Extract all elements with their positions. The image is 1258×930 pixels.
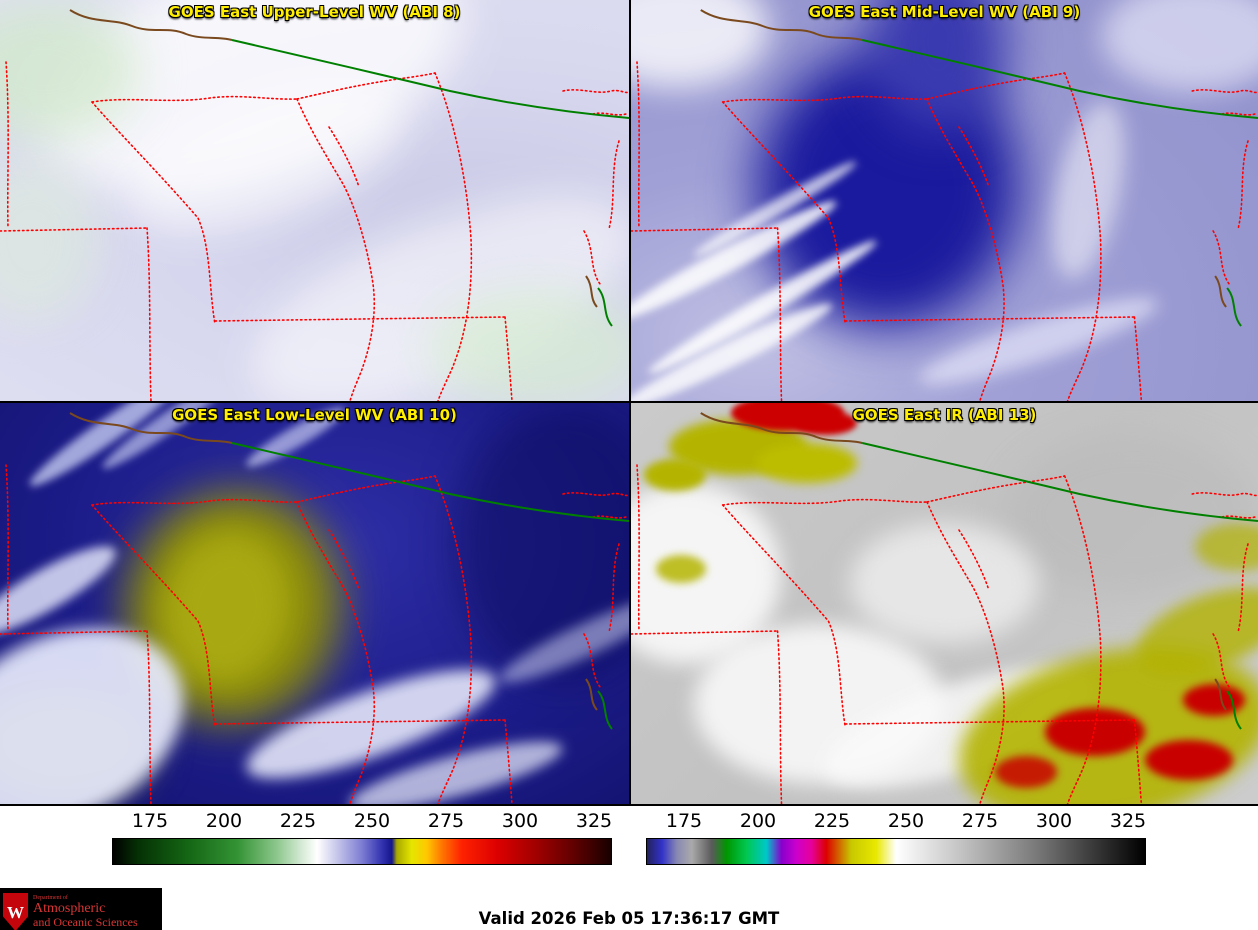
coldest-cloud-blob <box>1145 739 1233 780</box>
crest-letter: W <box>7 902 24 922</box>
tick-label: 250 <box>887 810 925 832</box>
map-boundaries-overlay <box>631 412 1258 804</box>
cold-cloud-blob <box>756 443 857 484</box>
tick-label: 175 <box>131 810 169 832</box>
tick-label: 250 <box>353 810 391 832</box>
cold-cloud-blob <box>656 555 707 584</box>
tick-label: 325 <box>1109 810 1147 832</box>
panel-title: GOES East IR (ABI 13) <box>852 406 1037 424</box>
tick-label: 275 <box>427 810 465 832</box>
tick-label: 325 <box>575 810 613 832</box>
colorbar-ir-gradient <box>646 838 1146 865</box>
cloud-blob <box>850 523 1039 644</box>
logo-line-2: and Oceanic Sciences <box>33 915 138 930</box>
valid-time: Valid 2026 Feb 05 17:36:17 GMT <box>478 909 780 928</box>
panel-goes-upper-level-wv: GOES East Upper-Level WV (ABI 8) <box>0 0 629 401</box>
panel-goes-ir: GOES East IR (ABI 13) <box>629 401 1258 806</box>
coldest-cloud-blob <box>994 755 1058 788</box>
logo-dept-line: Department of <box>33 895 68 902</box>
colorbar-wv-gradient <box>112 838 612 865</box>
tick-label: 275 <box>961 810 999 832</box>
tick-label: 175 <box>665 810 703 832</box>
footer: W Department of Atmospheric and Oceanic … <box>0 882 1258 930</box>
tick-label: 200 <box>205 810 243 832</box>
map-boundaries-overlay <box>0 412 629 804</box>
colorbar-row: 175 200 225 250 275 300 325 175 200 225 … <box>0 806 1258 882</box>
colorbar-ir-ticks: 175 200 225 250 275 300 325 <box>646 808 1146 838</box>
map-boundaries-overlay <box>0 9 629 401</box>
tick-label: 200 <box>739 810 777 832</box>
uw-aos-logo: W Department of Atmospheric and Oceanic … <box>0 888 162 930</box>
panel-title: GOES East Low-Level WV (ABI 10) <box>172 406 457 424</box>
map-boundaries-overlay <box>631 9 1258 401</box>
tick-label: 225 <box>813 810 851 832</box>
colorbar-ir: 175 200 225 250 275 300 325 <box>646 808 1146 865</box>
colorbar-wv: 175 200 225 250 275 300 325 <box>112 808 612 865</box>
panel-goes-low-level-wv: GOES East Low-Level WV (ABI 10) <box>0 401 629 806</box>
panel-grid: GOES East Upper-Level WV (ABI 8) GOES Ea… <box>0 0 1258 806</box>
coldest-cloud-blob <box>794 411 857 436</box>
cold-cloud-blob <box>643 459 707 492</box>
tick-label: 300 <box>501 810 539 832</box>
panel-title: GOES East Mid-Level WV (ABI 9) <box>808 3 1081 21</box>
logo-text: Department of Atmospheric and Oceanic Sc… <box>33 895 138 929</box>
coldest-cloud-blob <box>1044 707 1146 756</box>
tick-label: 225 <box>279 810 317 832</box>
cloud-blob <box>427 288 629 401</box>
panel-goes-mid-level-wv: GOES East Mid-Level WV (ABI 9) <box>629 0 1258 401</box>
cloud-blob <box>1007 435 1258 596</box>
panel-title: GOES East Upper-Level WV (ABI 8) <box>168 3 461 21</box>
tick-label: 300 <box>1035 810 1073 832</box>
logo-line-1: Atmospheric <box>33 900 106 916</box>
colorbar-wv-ticks: 175 200 225 250 275 300 325 <box>112 808 612 838</box>
